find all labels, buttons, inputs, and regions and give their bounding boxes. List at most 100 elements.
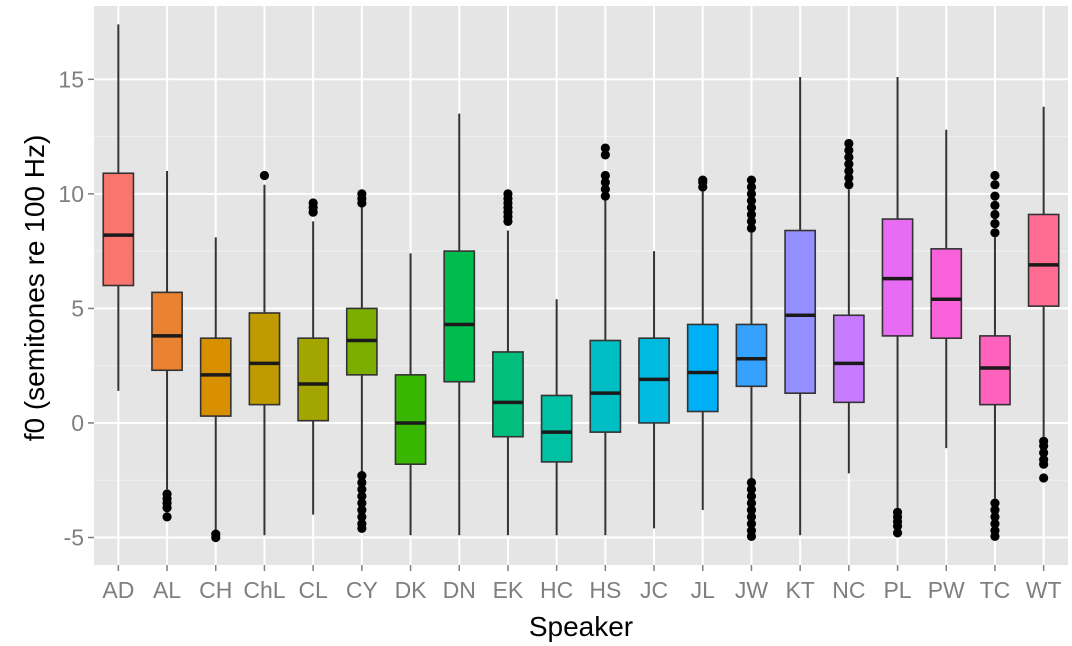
y-tick-label: 0 <box>71 410 84 436</box>
outlier-point <box>600 150 610 160</box>
outlier-point <box>990 180 1000 190</box>
box-ChL <box>248 170 281 536</box>
outlier-point <box>844 173 854 183</box>
x-tick-label: HS <box>589 577 621 603</box>
outlier-point <box>357 189 367 199</box>
outlier-point <box>600 191 610 201</box>
outlier-point <box>892 521 903 531</box>
outlier-point <box>844 180 854 190</box>
outlier-point <box>259 170 270 181</box>
outlier-point <box>746 484 757 494</box>
box-CY <box>345 189 378 533</box>
x-tick-label: AL <box>153 577 181 603</box>
outlier-point <box>1039 459 1049 469</box>
y-tick-label: -5 <box>64 525 84 551</box>
outlier-point <box>357 491 367 501</box>
outlier-point <box>844 159 854 169</box>
box-body <box>930 248 963 339</box>
outlier-point <box>308 198 318 208</box>
outlier-point <box>990 531 1000 541</box>
box-body <box>297 337 330 422</box>
x-tick-label: KT <box>785 577 814 603</box>
box-CH <box>199 237 232 543</box>
outlier-point <box>357 505 367 515</box>
box-body <box>735 323 768 388</box>
x-tick-label: CL <box>298 577 328 603</box>
outlier-point <box>990 191 1000 201</box>
outlier-point <box>746 505 757 515</box>
outlier-point <box>1039 473 1049 483</box>
x-tick-label: TC <box>980 577 1011 603</box>
outlier-point <box>211 532 221 543</box>
x-tick-label: CY <box>346 577 378 603</box>
outlier-point <box>990 505 1000 515</box>
x-tick-label: CH <box>199 577 232 603</box>
outlier-point <box>746 223 757 233</box>
outlier-point <box>746 182 757 192</box>
outlier-point <box>746 196 757 206</box>
x-tick-label: HC <box>540 577 573 603</box>
x-axis-title: Speaker <box>529 611 633 642</box>
box-body <box>248 312 281 406</box>
x-tick-label: PW <box>928 577 965 603</box>
outlier-point <box>990 219 1000 229</box>
outlier-point <box>990 519 1000 529</box>
outlier-point <box>746 531 757 541</box>
outlier-point <box>746 477 757 488</box>
outlier-point <box>600 177 610 188</box>
box-body <box>492 351 524 438</box>
outlier-point <box>357 498 367 508</box>
x-tick-label: NC <box>832 577 865 603</box>
box-JL <box>686 175 719 511</box>
outlier-point <box>357 512 367 522</box>
x-tick-label: DK <box>395 577 428 603</box>
box-body <box>394 374 427 465</box>
outlier-point <box>357 523 367 533</box>
plot-background <box>94 6 1068 565</box>
box-JW <box>735 175 768 541</box>
outlier-point <box>357 471 367 481</box>
box-CL <box>297 198 330 515</box>
box-JC <box>638 251 670 529</box>
outlier-point <box>746 512 757 522</box>
outlier-point <box>1039 448 1049 458</box>
outlier-point <box>357 477 367 488</box>
outlier-point <box>162 512 172 522</box>
outlier-point <box>746 175 757 185</box>
outlier-point <box>844 138 854 149</box>
box-body <box>102 172 135 287</box>
outlier-point <box>844 166 854 176</box>
outlier-point <box>162 503 172 513</box>
outlier-point <box>990 498 1000 508</box>
y-tick-label: 5 <box>71 295 84 321</box>
outlier-point <box>503 189 513 199</box>
outlier-point <box>746 519 757 529</box>
box-body <box>784 229 817 394</box>
box-body <box>1027 213 1060 307</box>
box-series <box>102 24 1060 543</box>
x-tick-label: JW <box>735 577 769 603</box>
outlier-point <box>844 145 854 155</box>
outlier-point <box>357 484 367 494</box>
box-DN <box>443 113 476 536</box>
x-tick-label: DN <box>443 577 476 603</box>
box-DK <box>394 253 427 536</box>
outlier-point <box>746 203 757 213</box>
box-PW <box>930 129 963 449</box>
outlier-point <box>844 152 854 162</box>
box-body <box>979 335 1011 406</box>
box-body <box>443 250 476 383</box>
box-WT <box>1027 106 1060 483</box>
x-axis: AD AL CH ChL CL CY DK DN EK HC HS JC JL JW KT NC PL PW TC W… <box>102 565 1062 603</box>
y-tick-label: 15 <box>58 66 84 92</box>
outlier-point <box>746 498 757 508</box>
outlier-point <box>746 209 757 220</box>
outlier-point <box>746 216 757 226</box>
x-tick-label: EK <box>493 577 524 603</box>
box-body <box>540 394 573 463</box>
outlier-point <box>600 184 610 194</box>
outlier-point <box>1039 441 1049 451</box>
box-KT <box>784 77 817 536</box>
x-tick-label: PL <box>883 577 911 603</box>
x-tick-label: JC <box>640 577 668 603</box>
